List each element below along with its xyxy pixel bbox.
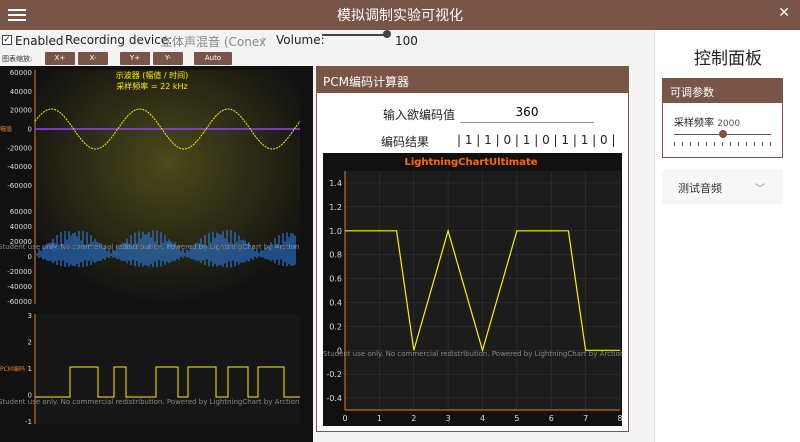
window-title: 模拟调制实验可视化 [337, 8, 463, 24]
chevron-down-icon[interactable]: ⌄ [260, 32, 269, 43]
y-tick-label: 20000 [10, 238, 32, 246]
control-panel: 控制面板 可调参数 采样频率 2000 测试音频 ﹀ [654, 30, 800, 442]
y-plus-button[interactable]: Y+ [120, 52, 150, 65]
y-tick-label: -20000 [7, 144, 32, 152]
y-minus-button[interactable]: Y- [153, 52, 183, 65]
x-plus-button[interactable]: X+ [45, 52, 75, 65]
pcm-axis-label: PCM编码 [0, 365, 25, 373]
line-chart-watermark: Student use only. No commercial redistri… [323, 350, 622, 358]
x-tick-label: 8 [617, 414, 622, 423]
pcm-calculator-panel: PCM编码计算器 输入欲编码值 360 编码结果 | 1 | 1 | 0 | 1… [316, 66, 629, 432]
y-tick-label: -0.2 [326, 370, 342, 379]
recording-device-label: Recording device: [65, 33, 173, 47]
x-tick-label: 4 [480, 414, 485, 423]
control-panel-title: 控制面板 [694, 49, 762, 69]
volume-slider[interactable] [322, 34, 388, 36]
y-tick-label: 1.4 [329, 179, 342, 188]
oscilloscope-panel: 60000 40000 20000 0 -20000 -40000 -60000 60000… [0, 66, 313, 442]
y-tick-label: 3 [28, 312, 32, 320]
line-chart-title: LightningChartUltimate [404, 157, 537, 168]
audio-toolbar: ✓ Enabled Recording device: 立体声混音 (Conex… [0, 30, 655, 52]
pcm-header: PCM编码计算器 [317, 67, 628, 93]
test-audio-expander[interactable]: 测试音频 ﹀ [662, 170, 783, 204]
volume-label: Volume: [276, 33, 325, 47]
oscilloscope-chart[interactable]: 60000 40000 20000 0 -20000 -40000 -60000 60000… [0, 66, 313, 442]
title-bar: 模拟调制实验可视化 ✕ [0, 0, 800, 30]
pcm-line-chart[interactable]: LightningChartUltimate 1.4 1.2 1.0 0.8 0.6 0.… [323, 153, 622, 426]
x-tick-label: 6 [549, 414, 554, 423]
chevron-down-icon: ﹀ [755, 184, 765, 195]
x-tick-label: 7 [583, 414, 588, 423]
y-tick-label: -20000 [7, 268, 32, 276]
test-audio-label: 测试音频 [678, 182, 722, 195]
y-tick-label: -60000 [7, 182, 32, 190]
params-card: 可调参数 采样频率 2000 [662, 78, 783, 158]
y-tick-label: 0 [28, 126, 32, 134]
encode-value-input[interactable]: 360 [460, 103, 594, 123]
y-tick-label: -0.4 [326, 394, 342, 403]
y-tick-label: 20000 [10, 107, 32, 115]
oscilloscope-title: 示波器 (幅值 / 时间) [116, 70, 189, 80]
auto-scale-button[interactable]: Auto [194, 52, 232, 65]
y-tick-label: 0 [28, 253, 32, 261]
y-tick-label: 0.6 [329, 275, 342, 284]
y-tick-label: 0 [28, 392, 32, 400]
y-tick-label: -1 [25, 418, 32, 426]
y-tick-label: 60000 [10, 208, 32, 216]
sample-rate-thumb[interactable] [719, 130, 727, 138]
recording-device-select[interactable]: 立体声混音 (Conexa [160, 35, 265, 49]
y-tick-label: 1 [28, 365, 32, 373]
y-tick-label: 0.8 [329, 251, 342, 260]
amplitude-axis-label: 幅值 [0, 125, 12, 133]
x-tick-label: 2 [411, 414, 416, 423]
sample-rate-label: 采样频率 2000 [674, 118, 741, 129]
sample-rate-value: 2000 [717, 119, 741, 129]
y-tick-label: 40000 [10, 223, 32, 231]
pcm-waveform [35, 366, 300, 398]
sine-waveform [34, 108, 301, 150]
y-tick-label: -40000 [7, 283, 32, 291]
chart-scale-label: 图表缩放: [2, 55, 33, 63]
encode-result-label: 编码结果 [381, 135, 430, 149]
y-tick-label: -60000 [7, 298, 32, 306]
y-tick-label: 0.2 [329, 322, 342, 331]
x-tick-label: 0 [342, 414, 347, 423]
y-tick-label: 1.0 [329, 227, 342, 236]
waveform-plot-area[interactable] [35, 70, 300, 304]
close-icon[interactable]: ✕ [778, 5, 790, 21]
x-tick-label: 1 [377, 414, 382, 423]
input-value-label: 输入欲编码值 [383, 108, 456, 122]
params-header: 可调参数 [663, 79, 782, 103]
volume-value: 100 [395, 34, 418, 48]
y-tick-label: 60000 [10, 69, 32, 77]
y-tick-label: 2 [28, 339, 32, 347]
sample-rate-ticks [674, 142, 771, 146]
encode-result-value: | 1 | 1 | 0 | 1 | 0 | 1 | 1 | 0 | [457, 133, 616, 147]
zoom-button-row: 图表缩放: X+ X- Y+ Y- Auto [0, 52, 260, 65]
y-tick-label: -40000 [7, 163, 32, 171]
y-tick-label: 1.2 [329, 203, 342, 212]
hamburger-menu-icon[interactable] [8, 6, 26, 24]
volume-slider-thumb[interactable] [383, 30, 391, 38]
spectrum-bars [36, 230, 296, 268]
enabled-label: Enabled [15, 34, 64, 48]
watermark-top: Student use only. No commercial redistri… [0, 243, 299, 251]
oscilloscope-subtitle: 采样频率 = 22 kHz [116, 81, 187, 91]
y-tick-label: 0 [337, 346, 342, 355]
x-tick-label: 3 [446, 414, 451, 423]
watermark-bottom: Student use only. No commercial redistri… [0, 398, 299, 406]
y-tick-label: 0.4 [329, 298, 342, 307]
x-minus-button[interactable]: X- [78, 52, 108, 65]
enabled-checkbox[interactable]: ✓ [2, 35, 12, 45]
x-tick-label: 5 [514, 414, 519, 423]
y-tick-label: 40000 [10, 88, 32, 96]
pcm-plot-area[interactable] [35, 314, 300, 424]
pcm-series-line [345, 228, 620, 353]
